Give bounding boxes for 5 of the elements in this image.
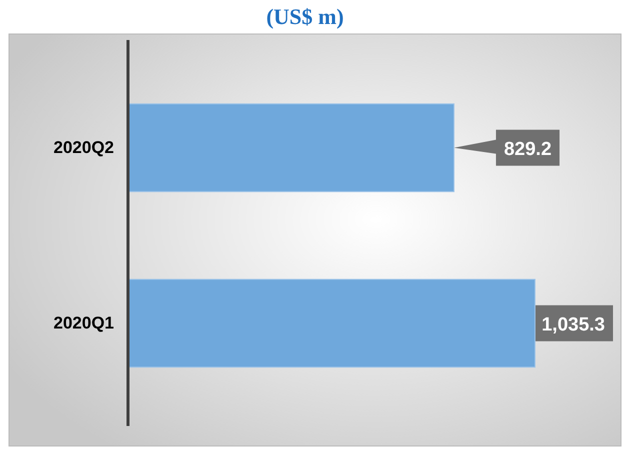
y-tick-label: 2020Q1 xyxy=(54,314,114,333)
chart-title: (US$ m) xyxy=(266,4,344,29)
data-label: 829.2 xyxy=(504,138,552,160)
y-tick-label: 2020Q2 xyxy=(54,138,114,158)
data-label: 1,035.3 xyxy=(542,314,605,336)
